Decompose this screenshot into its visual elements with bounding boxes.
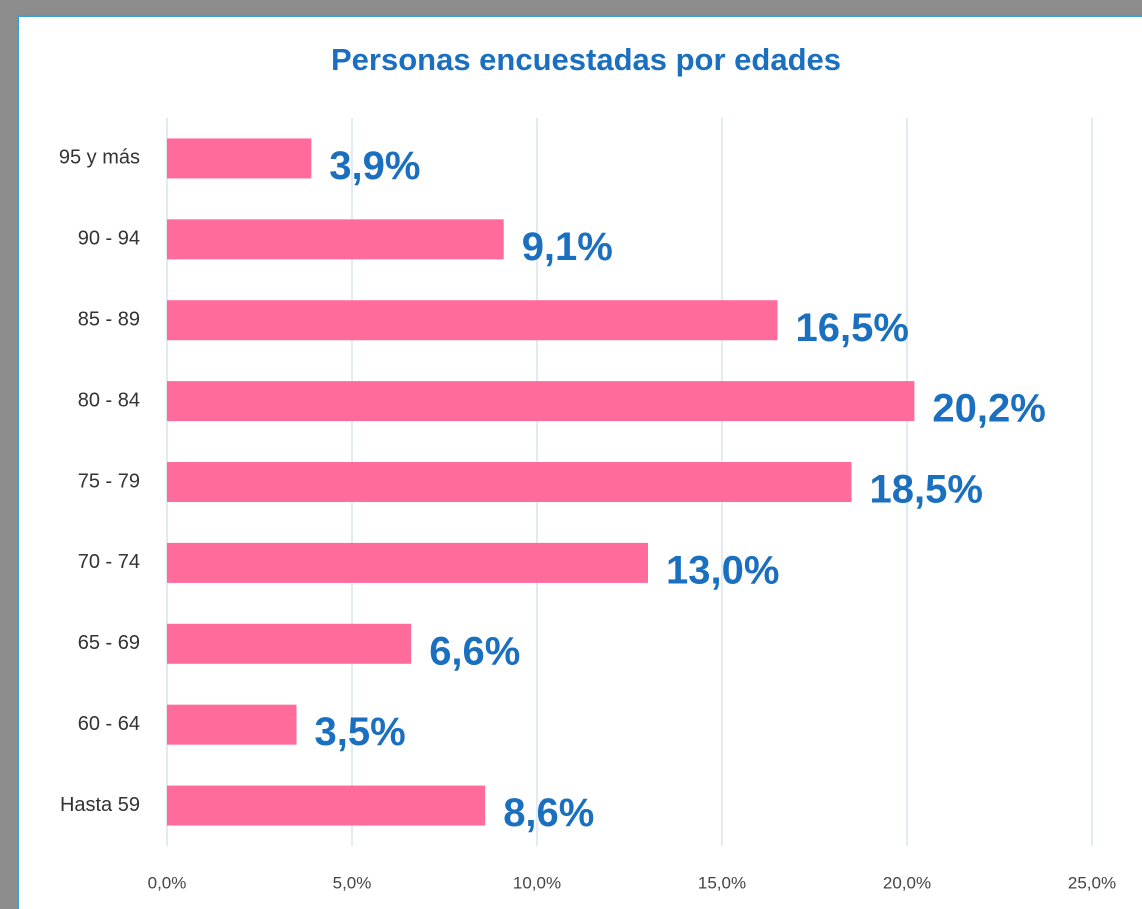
y-tick-label: 95 y más bbox=[59, 147, 140, 169]
bar bbox=[167, 542, 648, 583]
data-label: 13,0% bbox=[666, 548, 779, 592]
bar bbox=[167, 623, 412, 664]
bar bbox=[167, 138, 312, 179]
y-tick-label: 65 - 69 bbox=[78, 632, 140, 654]
x-tick-label: 0,0% bbox=[148, 873, 187, 892]
bar bbox=[167, 704, 297, 745]
x-tick-label: 10,0% bbox=[513, 873, 561, 892]
y-tick-label: 80 - 84 bbox=[78, 389, 140, 411]
y-tick-label: 90 - 94 bbox=[78, 228, 140, 250]
y-tick-label: 75 - 79 bbox=[78, 470, 140, 492]
y-tick-label: Hasta 59 bbox=[60, 794, 140, 816]
bar bbox=[167, 785, 486, 826]
y-tick-label: 70 - 74 bbox=[78, 551, 140, 573]
chart-title: Personas encuestadas por edades bbox=[331, 42, 841, 77]
data-label: 20,2% bbox=[932, 387, 1045, 431]
data-label: 3,9% bbox=[329, 144, 420, 188]
x-tick-label: 5,0% bbox=[333, 873, 372, 892]
data-label: 16,5% bbox=[796, 306, 909, 350]
y-tick-label: 85 - 89 bbox=[78, 309, 140, 331]
data-label: 18,5% bbox=[870, 468, 983, 512]
data-label: 8,6% bbox=[503, 791, 594, 835]
x-tick-label: 20,0% bbox=[883, 873, 931, 892]
bar bbox=[167, 462, 852, 502]
x-tick-label: 25,0% bbox=[1068, 873, 1116, 892]
data-label: 6,6% bbox=[429, 629, 520, 673]
y-tick-label: 60 - 64 bbox=[78, 713, 140, 735]
bar bbox=[167, 300, 778, 341]
bar bbox=[167, 381, 915, 422]
bar bbox=[167, 219, 504, 260]
data-label: 9,1% bbox=[522, 225, 613, 269]
x-tick-label: 15,0% bbox=[698, 873, 746, 892]
data-label: 3,5% bbox=[315, 710, 406, 754]
